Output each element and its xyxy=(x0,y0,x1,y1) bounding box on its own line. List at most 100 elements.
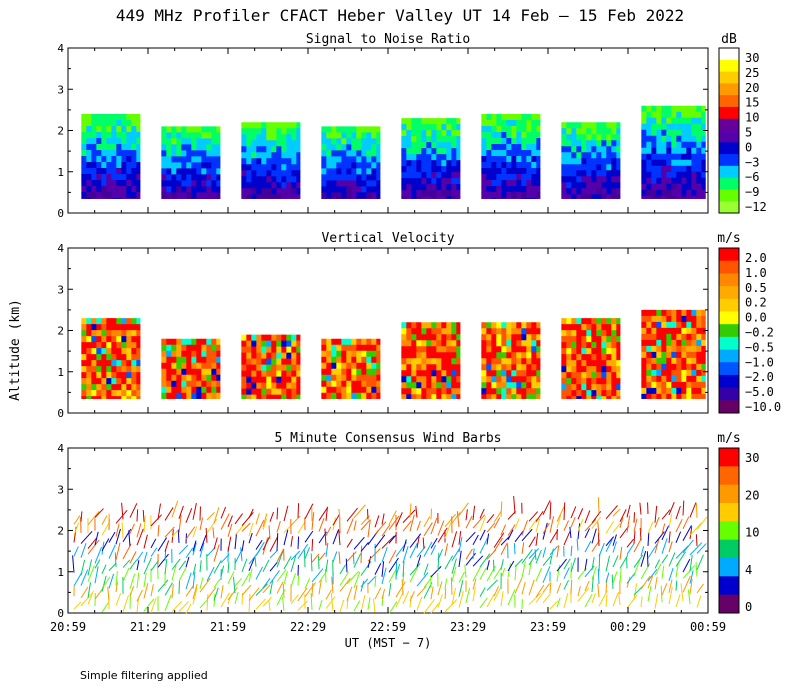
heatmap-cell xyxy=(136,360,141,367)
heatmap-cell xyxy=(516,352,522,359)
heatmap-cell xyxy=(261,158,267,165)
heatmap-cell xyxy=(176,156,182,163)
x-tick-label: 23:29 xyxy=(450,620,486,634)
heatmap-cell xyxy=(91,180,97,187)
heatmap-cell xyxy=(446,346,452,353)
heatmap-cell xyxy=(336,192,342,199)
heatmap-cell xyxy=(361,174,367,181)
wind-barb xyxy=(330,593,334,612)
heatmap-cell xyxy=(496,132,502,139)
heatmap-cell xyxy=(596,182,602,189)
heatmap-cell xyxy=(506,168,512,175)
heatmap-cell xyxy=(696,159,702,167)
heatmap-cell xyxy=(206,162,212,169)
heatmap-cell xyxy=(676,141,682,149)
wind-barb xyxy=(633,518,638,532)
wind-barb xyxy=(437,520,445,536)
heatmap-cell xyxy=(91,330,97,337)
heatmap-cell xyxy=(591,140,597,147)
wind-barb xyxy=(346,570,360,585)
heatmap-cell xyxy=(496,352,502,359)
heatmap-cell xyxy=(291,128,297,135)
wind-barb xyxy=(353,520,357,531)
heatmap-cell xyxy=(586,318,592,325)
heatmap-cell xyxy=(441,364,447,371)
wind-barb xyxy=(528,536,536,548)
heatmap-cell xyxy=(701,129,706,137)
wind-barb xyxy=(689,502,697,518)
heatmap-cell xyxy=(571,318,577,325)
wind-barb xyxy=(234,578,242,587)
wind-barb xyxy=(654,505,658,523)
heatmap-cell xyxy=(341,350,347,358)
heatmap-cell xyxy=(456,346,461,353)
wind-barb xyxy=(556,558,567,572)
heatmap-cell xyxy=(216,380,221,388)
heatmap-cell xyxy=(511,322,517,329)
wind-barb xyxy=(472,505,476,521)
wind-barb xyxy=(177,529,180,543)
heatmap-cell xyxy=(266,170,272,177)
heatmap-cell xyxy=(351,144,357,151)
wind-barb xyxy=(430,586,434,600)
heatmap-cell xyxy=(251,188,257,195)
wind-barb xyxy=(241,540,245,552)
heatmap-cell xyxy=(436,190,442,197)
heatmap-cell xyxy=(286,352,292,360)
heatmap-cell xyxy=(181,186,187,193)
heatmap-cell xyxy=(266,182,272,189)
heatmap-cell xyxy=(581,146,587,153)
heatmap-cell xyxy=(656,165,662,173)
heatmap-cell xyxy=(646,375,652,383)
heatmap-cell xyxy=(211,344,217,352)
heatmap-cell xyxy=(371,374,377,382)
heatmap-cell xyxy=(321,150,327,157)
heatmap-cell xyxy=(426,154,432,161)
heatmap-cell xyxy=(511,144,517,151)
heatmap-cell xyxy=(256,188,262,195)
heatmap-cell xyxy=(121,156,127,163)
heatmap-cell xyxy=(186,350,192,358)
wind-barb xyxy=(234,513,243,525)
heatmap-cell xyxy=(641,165,647,173)
heatmap-cell xyxy=(341,192,347,199)
heatmap-cell xyxy=(571,152,577,159)
heatmap-cell xyxy=(591,372,597,379)
wind-barb xyxy=(108,562,117,572)
heatmap-cell xyxy=(616,372,621,379)
colorbar-swatch xyxy=(719,400,739,414)
heatmap-cell xyxy=(671,333,677,341)
wind-barb xyxy=(338,530,341,546)
heatmap-cell xyxy=(96,138,102,145)
wind-barb xyxy=(570,506,577,519)
heatmap-cell xyxy=(266,352,272,360)
heatmap-cell xyxy=(426,124,432,131)
heatmap-cell xyxy=(361,132,367,139)
heatmap-cell xyxy=(351,126,357,133)
colorbar-label: 30 xyxy=(745,51,759,65)
heatmap-cell xyxy=(526,150,532,157)
heatmap-cell xyxy=(286,388,292,396)
heatmap-cell xyxy=(701,363,706,371)
wind-barb xyxy=(121,522,124,539)
wind-barb xyxy=(507,511,516,520)
heatmap-cell xyxy=(486,180,492,187)
wind-barb xyxy=(324,528,327,546)
heatmap-cell xyxy=(696,153,702,161)
wind-barb xyxy=(199,542,205,558)
heatmap-cell xyxy=(171,386,177,394)
heatmap-cell xyxy=(276,394,282,399)
heatmap-cell xyxy=(696,387,702,395)
heatmap-cell xyxy=(681,357,687,365)
heatmap-cell xyxy=(356,126,362,133)
heatmap-cell xyxy=(671,195,677,199)
heatmap-cell xyxy=(116,324,122,331)
heatmap-cell xyxy=(491,198,497,199)
heatmap-cell xyxy=(486,334,492,341)
wind-barb xyxy=(346,586,353,601)
heatmap-cell xyxy=(116,384,122,391)
heatmap-cell xyxy=(506,186,512,193)
heatmap-cell xyxy=(516,382,522,389)
heatmap-cell xyxy=(171,138,177,145)
heatmap-cell xyxy=(481,334,487,341)
